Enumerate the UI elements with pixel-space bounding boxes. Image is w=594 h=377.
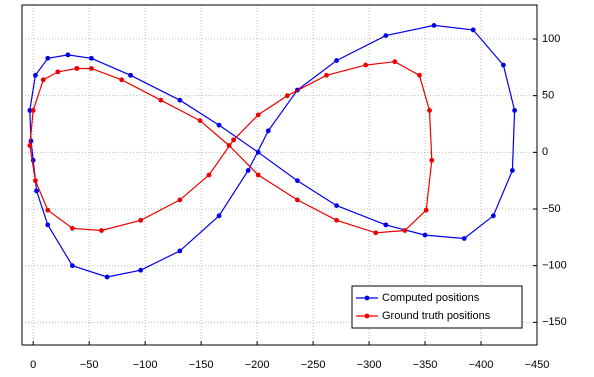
point	[45, 207, 51, 213]
point	[265, 128, 271, 134]
point	[30, 108, 36, 113]
point	[363, 62, 369, 68]
series-line	[29, 61, 433, 234]
x-tick-label: −400	[469, 359, 494, 371]
point	[74, 66, 80, 71]
point	[177, 97, 183, 103]
y-tick-label: −50	[542, 203, 561, 215]
point	[295, 178, 300, 184]
x-tick-label: −250	[301, 359, 326, 371]
point	[206, 172, 212, 178]
y-tick-label: −150	[542, 316, 567, 328]
point	[69, 225, 75, 231]
x-tick-label: −350	[413, 359, 438, 371]
point	[461, 236, 467, 241]
point	[392, 59, 398, 65]
point	[226, 143, 232, 148]
point	[383, 222, 389, 228]
point	[69, 263, 75, 269]
point	[104, 274, 110, 280]
legend: Computed positions Ground truth positions	[351, 285, 523, 329]
legend-label: Computed positions	[382, 292, 480, 304]
point	[89, 55, 94, 61]
point	[284, 93, 290, 99]
legend-box	[351, 285, 523, 329]
point	[245, 168, 251, 173]
point	[501, 62, 506, 68]
point	[334, 203, 339, 209]
legend-label: Ground truth positions	[382, 310, 491, 322]
legend-marker	[364, 313, 370, 319]
point	[33, 178, 38, 184]
legend-marker	[364, 295, 370, 301]
point	[417, 72, 422, 78]
y-tick-label: 0	[542, 146, 548, 158]
point	[295, 197, 300, 203]
x-tick-label: −100	[133, 359, 158, 371]
point	[89, 66, 94, 71]
x-tick-label: −50	[80, 359, 99, 371]
x-tick-label: −300	[357, 359, 382, 371]
point	[138, 267, 144, 273]
plot-frame	[21, 4, 538, 346]
x-tick-label: −150	[189, 359, 214, 371]
y-tick-label: 100	[542, 33, 560, 45]
point	[324, 72, 329, 78]
point	[34, 188, 39, 194]
point	[470, 27, 476, 33]
point	[27, 143, 33, 148]
point	[431, 23, 437, 28]
point	[334, 217, 339, 223]
point	[65, 52, 71, 58]
point	[423, 207, 429, 213]
point	[40, 77, 46, 83]
x-tick-label: −200	[245, 359, 270, 371]
point	[429, 157, 435, 163]
point	[255, 149, 261, 155]
point	[177, 197, 183, 203]
point	[373, 230, 379, 236]
point	[402, 228, 408, 233]
y-tick-label: 50	[542, 90, 554, 102]
point	[427, 108, 432, 113]
point	[45, 222, 51, 228]
point	[119, 77, 125, 83]
y-tick-label: −100	[542, 260, 567, 272]
series-line	[29, 24, 516, 278]
point	[422, 232, 428, 238]
point	[158, 97, 164, 103]
x-tick-label: −450	[525, 359, 550, 371]
point	[45, 55, 51, 61]
point	[138, 217, 144, 223]
point	[255, 172, 261, 178]
point	[177, 248, 183, 254]
point	[334, 58, 339, 63]
point	[255, 112, 261, 118]
point	[231, 137, 236, 143]
x-tick-label: 0	[30, 359, 36, 371]
point	[216, 213, 222, 219]
point	[55, 69, 61, 75]
point	[509, 168, 515, 173]
point	[383, 33, 389, 38]
point	[99, 228, 104, 233]
point	[490, 213, 496, 219]
point	[197, 118, 203, 123]
point	[27, 108, 33, 113]
point	[128, 72, 133, 78]
point	[512, 108, 518, 113]
point	[33, 72, 38, 78]
point	[216, 122, 222, 128]
